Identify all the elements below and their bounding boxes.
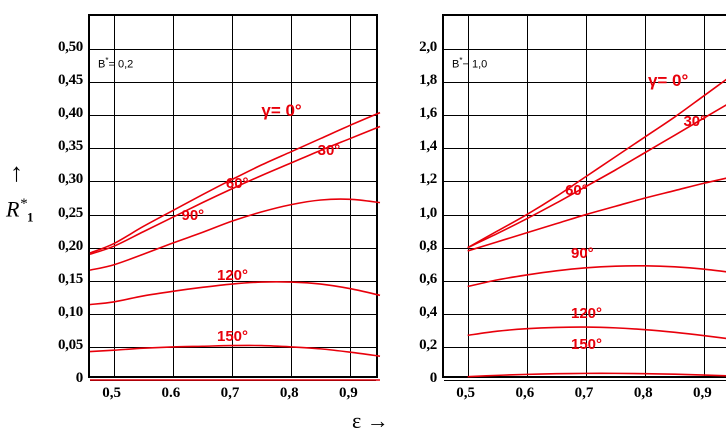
curve-label: 120° <box>217 266 249 284</box>
y-axis-title: R*1 <box>6 196 33 226</box>
curve-0 <box>467 78 726 249</box>
y-tick-label: 0,10 <box>57 303 83 320</box>
y-tick-label: 0 <box>75 370 84 386</box>
grid-line-vertical <box>586 16 588 376</box>
panel-annotation-left: B*= 0,2 <box>98 56 133 71</box>
x-axis-title: ε → <box>352 408 389 433</box>
curve-90 <box>89 281 381 306</box>
x-tick-label: 0,5 <box>102 385 122 401</box>
curve-label: 30° <box>317 141 341 159</box>
y-tick-label: 0,25 <box>57 204 83 221</box>
curve-label: 150° <box>571 336 603 354</box>
grid-line-horizontal <box>444 181 726 183</box>
y-tick-label: 1,4 <box>419 138 437 155</box>
grid-line-vertical <box>113 16 115 376</box>
y-tick-label: 1,8 <box>419 72 437 89</box>
y-tick-label: 1,6 <box>419 105 437 122</box>
curve-90 <box>467 264 726 288</box>
curve-0 <box>89 111 381 254</box>
grid-line-horizontal <box>444 346 726 348</box>
curve-60 <box>89 198 381 271</box>
curve-60 <box>467 177 726 252</box>
y-tick-label: 0,8 <box>419 237 437 254</box>
panel-annotation-left-rest: = 0,2 <box>108 58 134 71</box>
curve-150 <box>467 372 726 378</box>
curve-label: 90° <box>181 207 205 225</box>
grid-line-horizontal <box>444 247 726 249</box>
grid-line-horizontal <box>444 280 726 282</box>
grid-line-vertical <box>526 16 528 376</box>
curve-120 <box>89 344 381 357</box>
x-tick-label: 0,9 <box>693 385 712 401</box>
curve-label: 150° <box>217 328 249 346</box>
x-tick-label: 0,6 <box>515 385 535 401</box>
y-tick-label: 0,45 <box>57 72 83 89</box>
grid-line-horizontal <box>444 115 726 117</box>
y-axis-title-sub: 1 <box>26 209 34 225</box>
grid-line-vertical <box>232 16 234 376</box>
chart-panel-right: 2,0 1,8 1,6 1,4 1,2 1,0 0,8 0,6 0,4 0,2 0 0,5 0,6 0,… <box>400 0 726 448</box>
curve-layer-right <box>467 78 726 378</box>
curve-120 <box>467 326 726 340</box>
y-axis-title-sup: * <box>19 196 27 212</box>
y-tick-label: 2,0 <box>419 39 437 56</box>
grid-line-vertical <box>704 16 706 376</box>
x-tick-label: 0,9 <box>339 385 358 401</box>
curve-30 <box>467 104 726 249</box>
y-tick-label: 0,20 <box>57 237 83 254</box>
y-tick-label: 0,50 <box>57 39 83 56</box>
grid-line-vertical <box>645 16 647 376</box>
y-axis-title-base: R <box>6 196 20 222</box>
curve-layer-left <box>89 111 381 381</box>
grid-line-horizontal <box>444 49 726 51</box>
curve-30 <box>89 125 381 256</box>
x-tick-label: 0,7 <box>220 385 240 401</box>
grid-line-vertical <box>172 16 174 376</box>
panel-annotation-right-base: B <box>452 58 460 71</box>
y-tick-label: 0,40 <box>57 105 83 122</box>
grid-line-vertical <box>291 16 293 376</box>
panel-annotation-right-sup: * <box>459 56 463 65</box>
curve-label: γ= 0° <box>647 71 689 91</box>
grid-line-vertical <box>350 16 352 376</box>
y-axis-arrow-icon: ↑ <box>10 158 23 187</box>
panel-annotation-left-base: B <box>98 58 106 71</box>
x-tick-label: 0,7 <box>574 385 594 401</box>
grid-line-horizontal <box>444 380 726 381</box>
y-tick-label: 0,05 <box>57 336 83 353</box>
y-tick-label: 0,35 <box>57 138 83 155</box>
curve-label: 60° <box>225 174 249 192</box>
grid-line-horizontal <box>444 82 726 84</box>
curve-label: γ= 0° <box>261 100 302 120</box>
y-tick-label: 0,6 <box>419 270 437 287</box>
y-tick-label: 0,30 <box>57 171 83 188</box>
curve-label: 120° <box>571 304 603 322</box>
y-tick-label: 0,15 <box>57 270 83 287</box>
panel-annotation-left-sup: * <box>105 56 109 65</box>
y-tick-label: 1,0 <box>419 204 437 221</box>
plot-area-left: B*= 0,2 γ= 0° 30° 60° 90° 120° 150° <box>88 14 381 381</box>
x-tick-label: 0,5 <box>456 385 476 401</box>
panel-annotation-right: B*− 1,0 <box>452 56 487 71</box>
y-tick-label: 0,4 <box>419 303 437 320</box>
panel-annotation-right-rest: − 1,0 <box>462 58 488 71</box>
y-tick-label: 0,2 <box>419 336 437 353</box>
curve-label: 30° <box>683 112 707 130</box>
plot-area-right: B*− 1,0 γ= 0° 30° 60° 90° 120° 150° <box>442 14 726 381</box>
y-tick-label: 0 <box>429 370 438 386</box>
grid-line-horizontal <box>444 148 726 150</box>
curve-label: 60° <box>565 182 588 200</box>
grid-line-vertical <box>467 16 469 376</box>
x-tick-label: 0,8 <box>633 385 653 401</box>
x-tick-label: 0.6 <box>161 385 181 401</box>
y-tick-label: 1,2 <box>419 171 437 188</box>
curve-label: 90° <box>571 245 594 263</box>
grid-line-horizontal <box>444 313 726 315</box>
chart-panel-left: ↑ R*1 0,50 0,45 0,40 0,35 0,30 0,25 0,20 0,15 0,… <box>6 14 381 401</box>
x-tick-label: 0,8 <box>279 385 299 401</box>
